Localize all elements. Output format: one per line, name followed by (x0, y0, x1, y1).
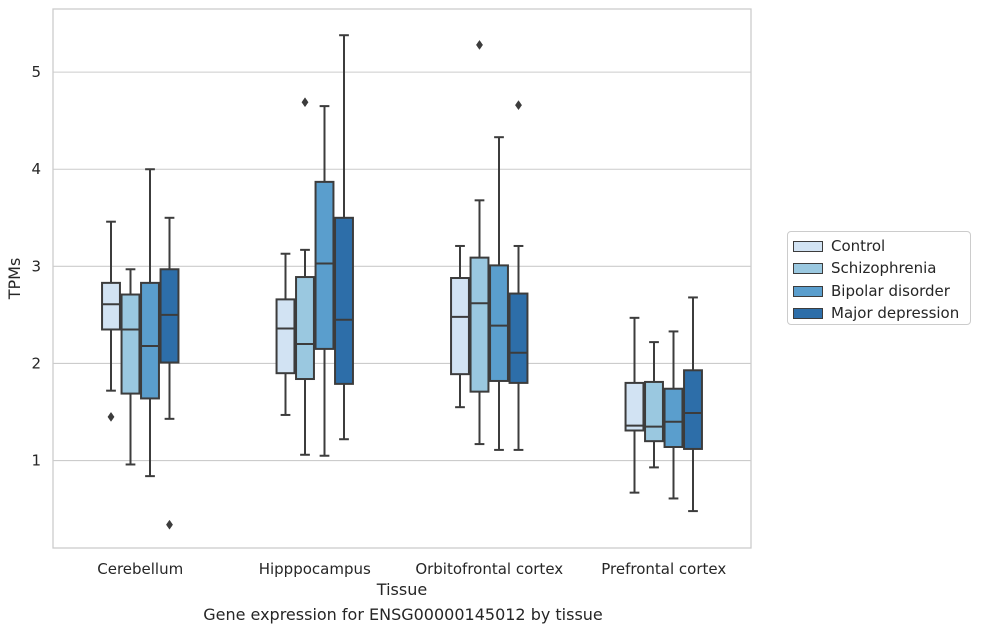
box-iqr (663, 387, 684, 448)
box-iqr (644, 380, 664, 443)
box-hipppocampus-schizophrenia (295, 97, 315, 456)
legend-item-major-depression: Major depression (793, 304, 959, 322)
legend-item-schizophrenia: Schizophrenia (793, 259, 936, 277)
box-prefrontal-cortex-bipolar-disorder (663, 330, 684, 500)
box-orbitofrontal-cortex-bipolar-disorder (489, 136, 509, 451)
box-iqr (508, 292, 529, 384)
outlier-point (166, 519, 173, 530)
outlier-point (107, 411, 115, 422)
legend-label-major-depression: Major depression (831, 304, 960, 322)
figure-caption: Gene expression for ENSG00000145012 by t… (203, 605, 603, 624)
outlier-point (301, 97, 309, 108)
box-hipppocampus-major-depression (334, 34, 354, 441)
legend-swatch-schizophrenia (793, 262, 823, 274)
legend-label-schizophrenia: Schizophrenia (831, 259, 937, 277)
y-tick-label: 4 (31, 160, 41, 178)
y-tick-label: 2 (31, 354, 41, 372)
legend-swatch-control (793, 240, 823, 252)
legend-swatch-major-depression (793, 307, 823, 319)
box-iqr (624, 381, 645, 432)
box-iqr (120, 293, 141, 395)
legend-item-control: Control (793, 237, 885, 255)
box-iqr (275, 298, 296, 375)
legend: Control Schizophrenia Bipolar disorder M… (787, 231, 971, 325)
box-iqr (450, 277, 470, 376)
box-iqr (489, 264, 509, 382)
box-prefrontal-cortex-schizophrenia (644, 341, 664, 469)
box-orbitofrontal-cortex-schizophrenia (469, 39, 490, 446)
x-tick-label-hipppocampus: Hipppocampus (259, 560, 371, 578)
box-iqr (683, 369, 703, 450)
legend-label-control: Control (831, 237, 886, 255)
box-orbitofrontal-cortex-major-depression (508, 100, 529, 451)
box-iqr (295, 276, 315, 381)
box-cerebellum-bipolar-disorder (140, 168, 160, 478)
y-tick-label: 1 (31, 452, 41, 470)
box-iqr (140, 281, 160, 400)
box-cerebellum-control (101, 220, 121, 422)
legend-label-bipolar-disorder: Bipolar disorder (831, 282, 950, 300)
legend-swatch-bipolar-disorder (793, 285, 823, 297)
box-cerebellum-major-depression (159, 216, 180, 530)
box-iqr (469, 256, 490, 393)
x-axis-label: Tissue (376, 580, 427, 599)
box-hipppocampus-bipolar-disorder (314, 105, 335, 457)
box-cerebellum-schizophrenia (120, 268, 141, 466)
y-tick-label: 5 (31, 63, 41, 81)
legend-item-bipolar-disorder: Bipolar disorder (793, 282, 950, 300)
outlier-point (476, 39, 483, 50)
box-prefrontal-cortex-major-depression (683, 296, 703, 513)
box-hipppocampus-control (275, 252, 296, 416)
box-iqr (334, 216, 354, 385)
box-iqr (101, 281, 121, 331)
plot-frame (52, 8, 752, 549)
x-tick-label-orbitofrontal-cortex: Orbitofrontal cortex (415, 560, 563, 578)
y-tick-label: 3 (31, 257, 41, 275)
box-orbitofrontal-cortex-control (450, 244, 470, 409)
y-axis-label: TPMs (5, 258, 24, 301)
box-iqr (314, 180, 335, 350)
x-tick-label-prefrontal-cortex: Prefrontal cortex (601, 560, 726, 578)
outlier-point (515, 100, 522, 111)
x-tick-label-cerebellum: Cerebellum (97, 560, 183, 578)
box-prefrontal-cortex-control (624, 316, 645, 494)
